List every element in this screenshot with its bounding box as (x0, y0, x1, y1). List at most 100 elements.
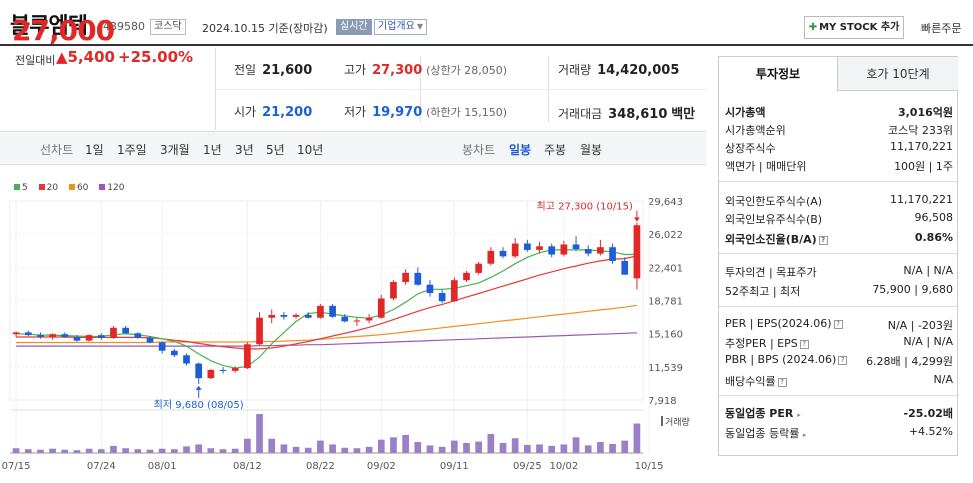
date-info: 2024.10.15 기준(장마감) (202, 22, 328, 35)
candle-body (548, 246, 556, 255)
investment-info-panel: 투자정보 호가 10단계 시가총액 3,016억원 시가총액순위 코스닥 233위 … (718, 56, 958, 456)
candle-body (268, 314, 276, 318)
candle-body (280, 314, 288, 317)
low-value: 19,970 (372, 105, 423, 120)
up-triangle-icon: ▲ (56, 48, 68, 66)
candle-body (61, 334, 69, 337)
info-row: 외국인소진율(B/A)? 0.86% (725, 231, 953, 246)
help-icon[interactable]: ? (799, 339, 809, 349)
period-3y-button[interactable]: 3년 (235, 143, 254, 157)
volume-bar (633, 423, 641, 453)
candle-body (536, 246, 543, 250)
candle-body (292, 314, 300, 317)
y-tick-label: 22,401 (648, 263, 683, 274)
company-overview-dropdown[interactable]: 기업개요 ▼ (374, 19, 427, 35)
help-icon[interactable]: ? (818, 235, 828, 245)
volume-label: 거래량 (558, 63, 592, 77)
volume-bar (24, 449, 32, 453)
candle-body (170, 350, 178, 356)
add-mystock-button[interactable]: ✚ MY STOCK 추가 (804, 16, 904, 39)
candle-body (390, 282, 397, 299)
line-chart-label: 선차트 (40, 143, 74, 157)
current-price: 27,000 (12, 14, 115, 47)
candle-body (353, 320, 361, 322)
legend-ma20: 20 (38, 183, 58, 193)
candle-body (426, 284, 434, 293)
candle-body (195, 363, 203, 379)
price-chart[interactable]: 29,643 26,022 22,401 18,781 15,160 11,539 7,91… (0, 195, 706, 483)
quick-order-link[interactable]: 빠른주문 (921, 22, 962, 35)
candle-body (499, 250, 507, 257)
volume-bar (365, 446, 373, 453)
volume-bar (268, 438, 276, 453)
high-value: 27,300 (372, 63, 423, 78)
volume-bar (85, 448, 93, 453)
y-tick-label: 15,160 (648, 330, 683, 341)
x-tick-label: 08/12 (233, 461, 262, 472)
tab-investment-info[interactable]: 투자정보 (719, 57, 838, 91)
prev-close: 전일 21,600 (234, 61, 312, 78)
volume-bar (621, 440, 629, 453)
low-annotation: 최저 9,680 (08/05) (154, 399, 244, 411)
info-row: 시가총액 3,016억원 (725, 106, 953, 119)
info-row: 상장주식수 11,170,221 (725, 140, 953, 155)
period-monthly-button[interactable]: 월봉 (580, 143, 603, 157)
period-1w-button[interactable]: 1주일 (117, 143, 147, 157)
volume-bar (438, 446, 446, 453)
volume-bar (524, 444, 531, 453)
diff-rate: +25.00% (118, 48, 194, 66)
diff-label: 전일대비 (15, 54, 56, 67)
volume-bar (499, 443, 507, 453)
lower-limit: (하한가 15,150) (426, 106, 508, 119)
candle-body (122, 327, 129, 334)
period-daily-button[interactable]: 일봉 (509, 143, 532, 157)
candle-body (24, 332, 32, 336)
volume-bar (536, 444, 543, 453)
period-weekly-button[interactable]: 주봉 (544, 143, 567, 157)
x-tick-label: 09/02 (367, 461, 396, 472)
market-badge: 코스닥 (150, 19, 186, 35)
help-icon[interactable]: ? (777, 377, 787, 387)
chevron-down-icon: ▼ (416, 22, 423, 31)
realtime-button[interactable]: 실시간 (336, 19, 372, 35)
volume-bar (341, 447, 349, 453)
mystock-label: MY STOCK 추가 (819, 22, 900, 33)
candle-body (511, 243, 519, 257)
volume-bar (463, 443, 470, 453)
divider (719, 253, 957, 254)
tab-orderbook[interactable]: 호가 10단계 (838, 57, 958, 91)
candle-body (49, 334, 56, 337)
help-icon[interactable]: ? (838, 355, 848, 365)
amount-label: 거래대금 (558, 107, 603, 121)
volume-bar (110, 445, 117, 453)
open-value: 21,200 (262, 105, 313, 120)
ma20-line (16, 255, 638, 350)
y-tick-label: 18,781 (648, 297, 683, 308)
x-tick-label: 10/02 (549, 461, 578, 472)
volume-bar (609, 443, 616, 453)
candle-body (231, 368, 239, 371)
candle-body (329, 305, 336, 317)
volume-bar (597, 442, 604, 453)
low-arrow-head (195, 385, 202, 390)
divider (216, 89, 706, 90)
candle-body (633, 225, 641, 279)
volume-bar (450, 440, 458, 453)
high-annotation: 최고 27,300 (10/15) (537, 200, 633, 212)
candle-body (341, 316, 349, 322)
help-icon[interactable]: ? (833, 319, 843, 329)
candle-body (487, 250, 495, 264)
y-tick-label: 7,918 (648, 396, 677, 407)
candle-body (450, 280, 458, 302)
period-3m-button[interactable]: 3개월 (160, 143, 190, 157)
candle-body (304, 314, 312, 318)
candle-body (37, 335, 44, 337)
period-1d-button[interactable]: 1일 (85, 143, 104, 157)
period-10y-button[interactable]: 10년 (297, 143, 324, 157)
period-5y-button[interactable]: 5년 (266, 143, 285, 157)
ma60-line (16, 304, 637, 344)
info-row: 배당수익률? N/A (725, 373, 953, 388)
volume-bar (256, 414, 263, 453)
volume-bar (134, 449, 142, 453)
period-1y-button[interactable]: 1년 (203, 143, 222, 157)
